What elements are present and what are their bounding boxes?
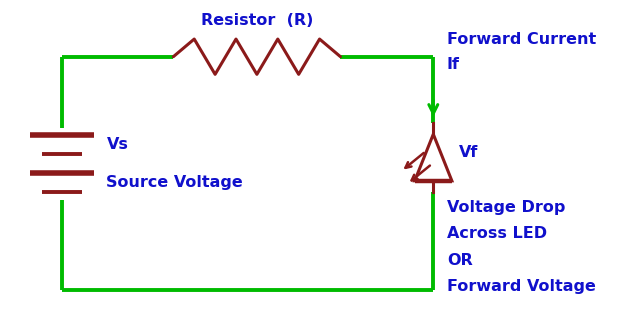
Text: OR: OR (447, 253, 473, 268)
Text: If: If (447, 57, 460, 72)
Text: Vf: Vf (459, 145, 478, 160)
Text: Source Voltage: Source Voltage (106, 175, 243, 190)
Text: Vs: Vs (106, 137, 128, 152)
Text: Forward Voltage: Forward Voltage (447, 279, 596, 294)
Text: Voltage Drop: Voltage Drop (447, 200, 565, 215)
Text: Across LED: Across LED (447, 226, 547, 241)
Text: Forward Current: Forward Current (447, 32, 596, 47)
Text: Resistor  (R): Resistor (R) (201, 13, 313, 28)
